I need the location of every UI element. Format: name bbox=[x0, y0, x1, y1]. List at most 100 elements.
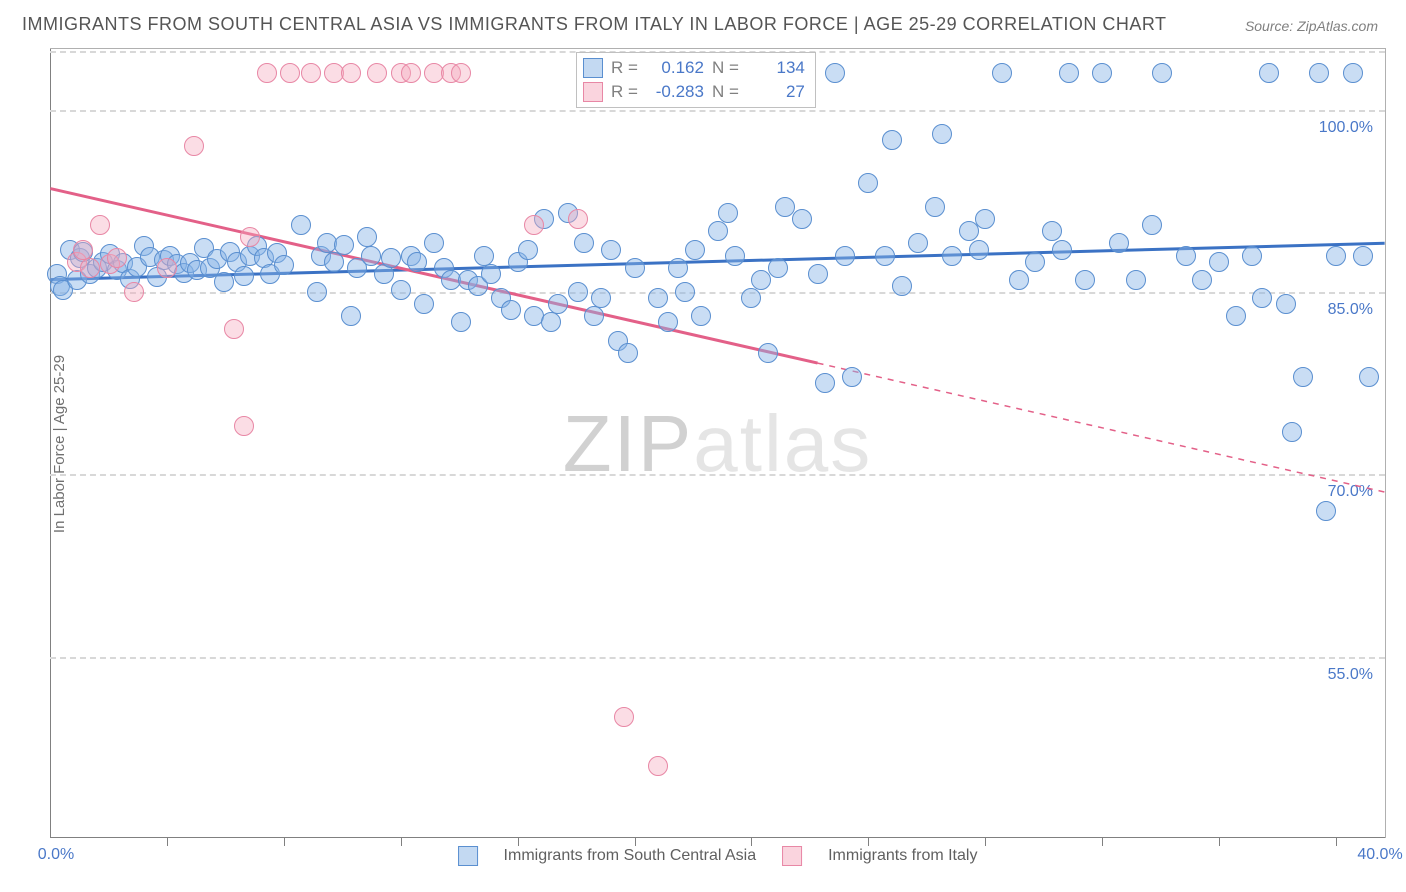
point-blue bbox=[381, 248, 401, 268]
point-blue bbox=[1209, 252, 1229, 272]
point-blue bbox=[1282, 422, 1302, 442]
point-blue bbox=[685, 240, 705, 260]
point-blue bbox=[969, 240, 989, 260]
point-blue bbox=[424, 233, 444, 253]
point-pink bbox=[157, 258, 177, 278]
legend-swatch-pink bbox=[583, 82, 603, 102]
gridline bbox=[50, 657, 1385, 659]
gridline bbox=[50, 110, 1385, 112]
point-blue bbox=[725, 246, 745, 266]
point-blue bbox=[741, 288, 761, 308]
x-tick-label: 0.0% bbox=[38, 846, 74, 864]
point-pink bbox=[90, 215, 110, 235]
x-tick bbox=[401, 838, 402, 846]
y-tick-label: 70.0% bbox=[1328, 483, 1373, 501]
legend-label-pink: Immigrants from Italy bbox=[828, 847, 977, 865]
x-tick bbox=[751, 838, 752, 846]
point-pink bbox=[341, 63, 361, 83]
point-blue bbox=[625, 258, 645, 278]
point-blue bbox=[1042, 221, 1062, 241]
point-pink bbox=[224, 319, 244, 339]
point-blue bbox=[541, 312, 561, 332]
point-blue bbox=[274, 255, 294, 275]
point-blue bbox=[1025, 252, 1045, 272]
point-blue bbox=[758, 343, 778, 363]
point-pink bbox=[124, 282, 144, 302]
point-blue bbox=[474, 246, 494, 266]
point-pink bbox=[648, 756, 668, 776]
point-blue bbox=[234, 266, 254, 286]
r-label: R = bbox=[611, 56, 638, 80]
x-tick bbox=[635, 838, 636, 846]
point-blue bbox=[1092, 63, 1112, 83]
point-blue bbox=[307, 282, 327, 302]
point-blue bbox=[835, 246, 855, 266]
point-pink bbox=[401, 63, 421, 83]
x-tick bbox=[985, 838, 986, 846]
legend-label-blue: Immigrants from South Central Asia bbox=[504, 847, 757, 865]
point-blue bbox=[618, 343, 638, 363]
point-blue bbox=[675, 282, 695, 302]
point-blue bbox=[882, 130, 902, 150]
x-tick bbox=[1219, 838, 1220, 846]
point-blue bbox=[1052, 240, 1072, 260]
x-tick bbox=[1102, 838, 1103, 846]
x-tick bbox=[868, 838, 869, 846]
series-legend: Immigrants from South Central Asia Immig… bbox=[458, 846, 978, 866]
r-label: R = bbox=[611, 80, 638, 104]
x-tick-label: 40.0% bbox=[1357, 846, 1402, 864]
legend-swatch-pink bbox=[782, 846, 802, 866]
point-pink bbox=[524, 215, 544, 235]
n-label: N = bbox=[712, 80, 739, 104]
y-tick-label: 55.0% bbox=[1328, 666, 1373, 684]
point-blue bbox=[334, 235, 354, 255]
point-pink bbox=[280, 63, 300, 83]
point-blue bbox=[1059, 63, 1079, 83]
y-axis-label: In Labor Force | Age 25-29 bbox=[51, 354, 68, 532]
point-blue bbox=[792, 209, 812, 229]
point-blue bbox=[451, 312, 471, 332]
point-pink bbox=[614, 707, 634, 727]
point-blue bbox=[214, 272, 234, 292]
point-pink bbox=[234, 416, 254, 436]
point-blue bbox=[341, 306, 361, 326]
n-value-blue: 134 bbox=[747, 56, 805, 80]
point-blue bbox=[1152, 63, 1172, 83]
point-blue bbox=[1252, 288, 1272, 308]
plot-area: In Labor Force | Age 25-29 55.0%70.0%85.… bbox=[50, 48, 1386, 838]
point-blue bbox=[548, 294, 568, 314]
point-pink bbox=[367, 63, 387, 83]
point-blue bbox=[1075, 270, 1095, 290]
point-pink bbox=[80, 258, 100, 278]
point-blue bbox=[1176, 246, 1196, 266]
point-blue bbox=[591, 288, 611, 308]
x-tick bbox=[167, 838, 168, 846]
point-blue bbox=[842, 367, 862, 387]
point-blue bbox=[942, 246, 962, 266]
legend-row-blue: R = 0.162 N = 134 bbox=[583, 56, 805, 80]
r-value-blue: 0.162 bbox=[646, 56, 704, 80]
gridline bbox=[50, 292, 1385, 294]
point-pink bbox=[73, 240, 93, 260]
point-pink bbox=[107, 248, 127, 268]
point-blue bbox=[751, 270, 771, 290]
point-blue bbox=[932, 124, 952, 144]
point-blue bbox=[501, 300, 521, 320]
point-pink bbox=[257, 63, 277, 83]
r-value-pink: -0.283 bbox=[646, 80, 704, 104]
point-blue bbox=[568, 282, 588, 302]
point-pink bbox=[240, 227, 260, 247]
point-blue bbox=[808, 264, 828, 284]
point-blue bbox=[361, 246, 381, 266]
point-blue bbox=[858, 173, 878, 193]
point-blue bbox=[481, 264, 501, 284]
legend-swatch-blue bbox=[458, 846, 478, 866]
x-axis bbox=[50, 837, 1385, 838]
point-blue bbox=[1343, 63, 1363, 83]
point-blue bbox=[815, 373, 835, 393]
point-blue bbox=[1109, 233, 1129, 253]
point-blue bbox=[518, 240, 538, 260]
point-blue bbox=[1242, 246, 1262, 266]
point-blue bbox=[908, 233, 928, 253]
n-label: N = bbox=[712, 56, 739, 80]
